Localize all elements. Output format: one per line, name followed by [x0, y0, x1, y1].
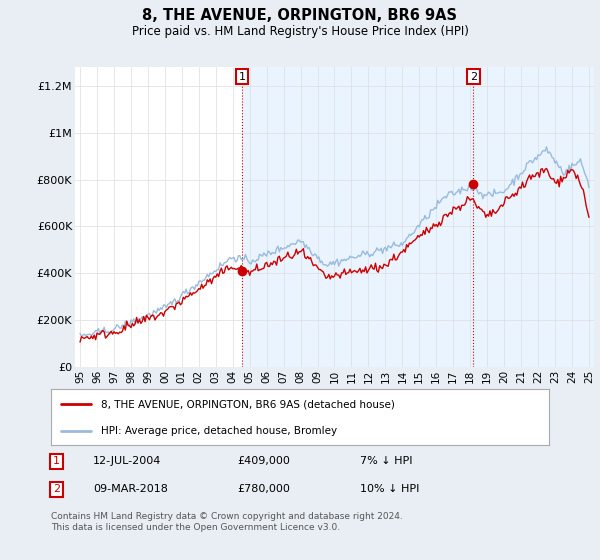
Text: Contains HM Land Registry data © Crown copyright and database right 2024.
This d: Contains HM Land Registry data © Crown c… — [51, 512, 403, 532]
Text: 1: 1 — [53, 456, 60, 466]
Text: 8, THE AVENUE, ORPINGTON, BR6 9AS (detached house): 8, THE AVENUE, ORPINGTON, BR6 9AS (detac… — [101, 399, 395, 409]
Text: 12-JUL-2004: 12-JUL-2004 — [93, 456, 161, 466]
Text: 7% ↓ HPI: 7% ↓ HPI — [360, 456, 413, 466]
Text: HPI: Average price, detached house, Bromley: HPI: Average price, detached house, Brom… — [101, 426, 337, 436]
Text: £780,000: £780,000 — [237, 484, 290, 494]
Text: 09-MAR-2018: 09-MAR-2018 — [93, 484, 168, 494]
Bar — [242, 67, 594, 367]
Text: 8, THE AVENUE, ORPINGTON, BR6 9AS: 8, THE AVENUE, ORPINGTON, BR6 9AS — [143, 8, 458, 24]
Text: 2: 2 — [53, 484, 60, 494]
Text: 10% ↓ HPI: 10% ↓ HPI — [360, 484, 419, 494]
Text: 2: 2 — [470, 72, 477, 82]
Text: Price paid vs. HM Land Registry's House Price Index (HPI): Price paid vs. HM Land Registry's House … — [131, 25, 469, 38]
Text: 1: 1 — [238, 72, 245, 82]
Text: £409,000: £409,000 — [237, 456, 290, 466]
